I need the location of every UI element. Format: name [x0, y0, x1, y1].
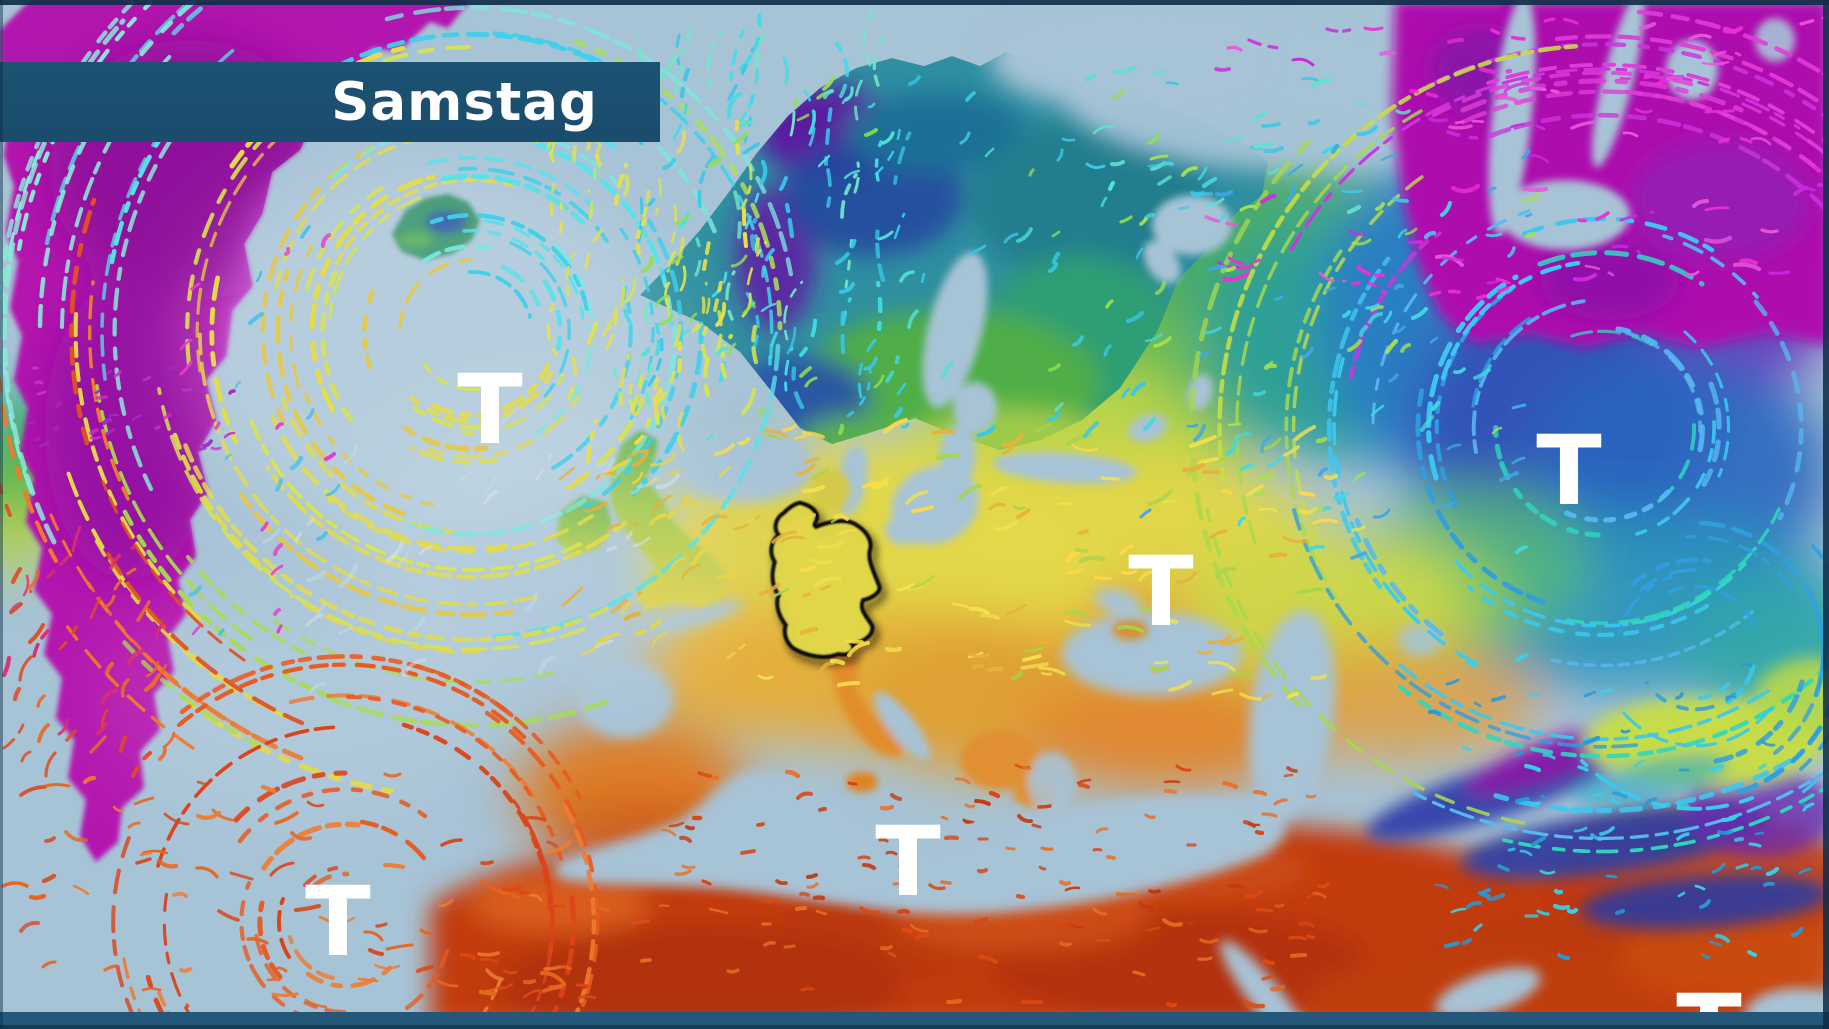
day-label: Samstag — [331, 71, 598, 133]
frame-top-edge — [0, 0, 1829, 5]
day-banner: Samstag — [0, 62, 660, 142]
frame-right-edge — [1823, 0, 1829, 1029]
arctic-cold-mass — [1392, 0, 1829, 348]
denmark — [810, 468, 850, 512]
frame-left-edge — [0, 0, 3, 1029]
peninsulas — [831, 620, 1148, 812]
bottom-bar — [0, 1012, 1829, 1029]
